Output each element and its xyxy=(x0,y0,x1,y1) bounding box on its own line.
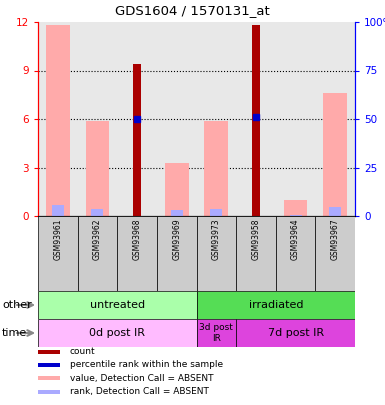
Text: other: other xyxy=(2,300,32,310)
Bar xyxy=(78,22,117,216)
Text: value, Detection Call = ABSENT: value, Detection Call = ABSENT xyxy=(70,374,213,383)
Bar xyxy=(329,207,341,216)
Bar xyxy=(38,319,196,347)
Text: 3d post
IR: 3d post IR xyxy=(199,323,233,343)
Text: untreated: untreated xyxy=(90,300,145,310)
Bar xyxy=(284,200,308,216)
Text: irradiated: irradiated xyxy=(248,300,303,310)
Bar xyxy=(38,390,60,394)
Text: time: time xyxy=(2,328,27,338)
Bar xyxy=(204,122,228,216)
Text: GSM93968: GSM93968 xyxy=(132,218,142,260)
Bar xyxy=(210,209,222,216)
Bar xyxy=(78,216,117,291)
Bar xyxy=(276,22,315,216)
Bar xyxy=(171,210,182,216)
Bar xyxy=(323,93,347,216)
Bar xyxy=(196,22,236,216)
Text: count: count xyxy=(70,347,95,356)
Bar xyxy=(157,22,196,216)
Text: GSM93969: GSM93969 xyxy=(172,218,181,260)
Bar xyxy=(38,350,60,354)
Text: 7d post IR: 7d post IR xyxy=(268,328,324,338)
Bar xyxy=(117,22,157,216)
Bar xyxy=(52,205,64,216)
Bar xyxy=(92,209,104,216)
Bar xyxy=(236,22,276,216)
Bar xyxy=(196,216,236,291)
Bar xyxy=(117,216,157,291)
Bar xyxy=(38,291,196,319)
Bar xyxy=(236,319,355,347)
Bar xyxy=(251,25,260,216)
Text: GDS1604 / 1570131_at: GDS1604 / 1570131_at xyxy=(115,4,270,17)
Bar xyxy=(38,363,60,367)
Bar xyxy=(276,216,315,291)
Text: GSM93967: GSM93967 xyxy=(331,218,340,260)
Bar xyxy=(157,216,196,291)
Bar xyxy=(38,216,78,291)
Text: GSM93973: GSM93973 xyxy=(212,218,221,260)
Text: GSM93958: GSM93958 xyxy=(251,218,260,260)
Bar xyxy=(46,25,70,216)
Bar xyxy=(196,319,236,347)
Bar xyxy=(315,22,355,216)
Text: rank, Detection Call = ABSENT: rank, Detection Call = ABSENT xyxy=(70,387,209,396)
Text: 0d post IR: 0d post IR xyxy=(89,328,145,338)
Text: GSM93962: GSM93962 xyxy=(93,218,102,260)
Text: GSM93961: GSM93961 xyxy=(53,218,62,260)
Bar xyxy=(133,64,141,216)
Bar xyxy=(85,121,109,216)
Bar xyxy=(165,163,189,216)
Text: percentile rank within the sample: percentile rank within the sample xyxy=(70,360,223,369)
Bar xyxy=(196,291,355,319)
Bar xyxy=(236,216,276,291)
Bar xyxy=(290,215,301,216)
Bar xyxy=(38,376,60,380)
Bar xyxy=(38,22,78,216)
Bar xyxy=(315,216,355,291)
Text: GSM93964: GSM93964 xyxy=(291,218,300,260)
